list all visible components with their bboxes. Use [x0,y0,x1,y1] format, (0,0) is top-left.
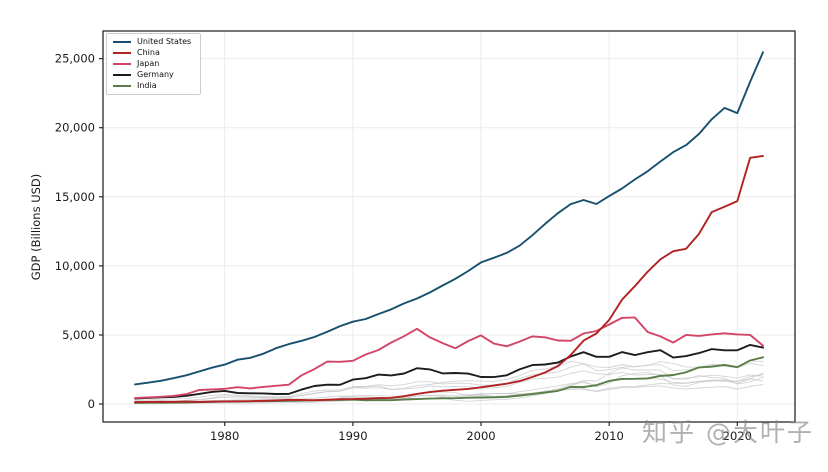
y-tick-label: 5,000 [62,328,95,342]
y-axis-label: GDP (Billions USD) [29,173,43,281]
x-tick-label: 2020 [723,429,752,443]
legend-label: Japan [137,59,160,68]
y-tick-label: 20,000 [55,121,95,135]
y-tick-label: 0 [88,397,95,411]
legend-line-swatch [113,85,131,87]
legend-line-swatch [113,41,131,43]
legend-line-swatch [113,74,131,76]
y-tick-label: 10,000 [55,259,95,273]
background-line-united-kingdom [134,360,764,402]
series-line-japan [134,316,764,400]
legend-label: India [137,81,157,90]
x-tick-label: 2010 [595,429,624,443]
watermark: 知乎 @大叶子 [642,418,814,447]
legend-item-united-states: United States [113,38,191,46]
legend-line-swatch [113,52,131,54]
series-line-germany [134,343,764,400]
legend-label: Germany [137,70,174,79]
series-line-united-states [134,51,764,386]
plot-frame [102,30,796,423]
y-tick-label: 15,000 [55,190,95,204]
legend-item-germany: Germany [113,71,191,79]
legend: United States China Japan Germany India [106,33,202,95]
legend-label: China [137,48,160,57]
background-line-france [134,362,764,401]
x-tick-label: 1990 [338,429,367,443]
x-tick-label: 2000 [466,429,495,443]
x-tick-label: 1980 [210,429,239,443]
legend-item-india: India [113,82,191,90]
legend-line-swatch [113,63,131,65]
legend-item-china: China [113,49,191,57]
y-tick-label: 25,000 [55,52,95,66]
background-line-canada [134,374,764,403]
series-line-china [134,154,764,404]
legend-label: United States [137,37,192,46]
background-line-italy [134,370,764,403]
legend-item-japan: Japan [113,60,191,68]
